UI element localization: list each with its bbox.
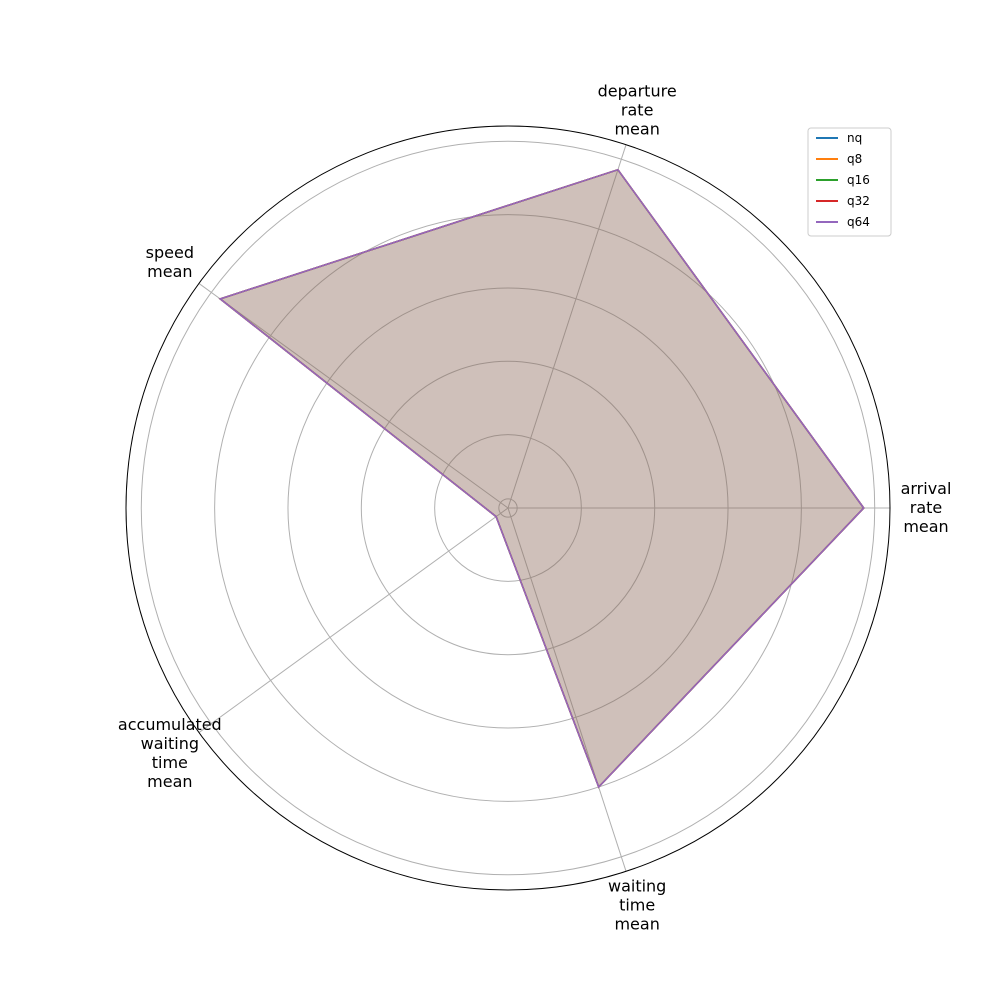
legend-label-q16: q16 (847, 173, 870, 187)
legend: nq q8 q16 q32 q64 (807, 127, 892, 237)
axis-labels: arrival rate mean departure rate mean speed mea… (118, 81, 951, 933)
series-lines (218, 168, 865, 789)
series-fill-q64 (220, 169, 864, 787)
grid-spoke-2 (198, 283, 509, 509)
axis-label-3: accumulated waiting time mean (118, 715, 222, 791)
series-fill-nq (220, 169, 864, 787)
grid-spoke-4 (507, 507, 627, 872)
series-line-q64 (218, 168, 865, 789)
grid-spoke-1 (507, 144, 627, 509)
series-fill-q16 (220, 169, 864, 787)
axis-label-1: departure rate mean (598, 81, 677, 138)
outer-frame (125, 125, 891, 891)
legend-label-nq: nq (847, 131, 862, 145)
axis-label-2: speed mean (146, 243, 194, 281)
grid-spoke-3 (198, 507, 509, 733)
series-fills (220, 169, 864, 787)
legend-box (807, 127, 892, 237)
series-fill-q8 (220, 169, 864, 787)
legend-label-q64: q64 (847, 215, 870, 229)
axis-label-4: waiting time mean (608, 877, 666, 934)
legend-label-q32: q32 (847, 194, 870, 208)
radar-grid (140, 140, 890, 876)
axis-label-0: arrival rate mean (901, 479, 952, 536)
legend-label-q8: q8 (847, 152, 862, 166)
series-fill-q32 (220, 169, 864, 787)
